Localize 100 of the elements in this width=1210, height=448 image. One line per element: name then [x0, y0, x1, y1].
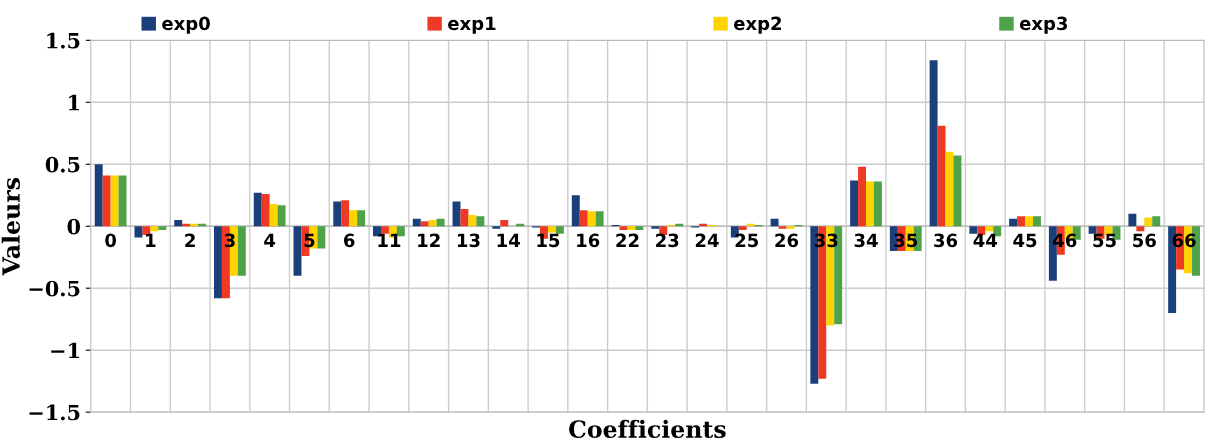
x-tick-label: 2	[185, 233, 195, 247]
x-tick-label: 26	[775, 233, 799, 248]
bar	[118, 175, 127, 227]
x-tick-label: 24	[695, 233, 719, 247]
x-tick-label: 0	[105, 233, 117, 248]
bar	[619, 226, 628, 230]
bar	[778, 226, 787, 229]
bar	[277, 205, 286, 227]
bar	[786, 226, 795, 229]
y-tick-label: −1	[51, 342, 79, 359]
bar	[587, 211, 596, 227]
x-tick-label: 23	[656, 233, 679, 248]
x-tick-label: 22	[616, 233, 639, 247]
x-tick-label: 12	[418, 233, 440, 247]
bar	[142, 226, 151, 235]
x-axis-title: Coefficients	[569, 419, 726, 439]
bar	[102, 175, 111, 227]
x-tick-label: 55	[1093, 233, 1116, 248]
bar	[158, 226, 167, 230]
bar	[333, 201, 342, 227]
bar	[349, 210, 358, 227]
bar	[547, 226, 556, 233]
bar	[635, 226, 644, 230]
bar	[866, 181, 874, 227]
bar	[174, 220, 183, 227]
x-tick-label: 11	[378, 233, 401, 247]
x-tick-label: 1	[146, 233, 156, 247]
x-tick-label: 15	[537, 233, 560, 248]
bar	[977, 226, 986, 235]
bar	[476, 216, 485, 227]
bar	[500, 220, 509, 227]
bar	[770, 218, 779, 227]
bar	[1152, 216, 1161, 227]
bar	[253, 192, 262, 227]
bar	[420, 221, 429, 227]
x-tick-label: 44	[973, 233, 998, 247]
bar	[1025, 216, 1033, 227]
bar	[492, 226, 501, 229]
x-tick-label: 56	[1133, 233, 1156, 248]
y-tick-label: 1.5	[47, 32, 80, 49]
bar	[412, 218, 421, 227]
x-tick-label: 36	[934, 233, 958, 248]
legend-label: exp0	[162, 16, 210, 34]
bar	[1088, 226, 1097, 234]
bar	[659, 226, 668, 235]
bar	[873, 181, 882, 227]
bar	[985, 226, 994, 232]
bar	[627, 226, 636, 230]
bar	[150, 226, 159, 232]
bar	[738, 226, 747, 230]
bar	[929, 60, 938, 227]
y-tick-label: 0	[67, 218, 81, 235]
bar	[134, 226, 143, 238]
bar	[380, 226, 389, 234]
bar	[1104, 226, 1113, 235]
x-tick-label: 5	[304, 233, 315, 248]
bar	[555, 226, 564, 234]
bar	[953, 155, 962, 227]
y-tick-label: 1	[69, 94, 79, 111]
bar	[1009, 218, 1018, 227]
bar	[269, 203, 278, 227]
legend-label: exp2	[733, 16, 782, 34]
x-tick-label: 4	[264, 233, 276, 247]
bar	[460, 208, 469, 227]
bar	[468, 215, 477, 227]
bar	[1128, 213, 1137, 227]
bar	[850, 180, 859, 227]
y-tick-label: 0.5	[45, 156, 80, 173]
legend-label: exp3	[1019, 16, 1068, 34]
x-tick-label: 25	[735, 233, 759, 248]
bar	[428, 220, 437, 227]
bar	[94, 164, 103, 227]
x-tick-label: 45	[1013, 233, 1037, 248]
bar	[237, 226, 246, 276]
bar	[357, 210, 366, 227]
x-tick-label: 13	[457, 233, 480, 248]
bar	[317, 226, 326, 249]
x-tick-label: 6	[344, 233, 355, 248]
bar	[110, 175, 119, 227]
bar	[579, 210, 588, 227]
y-tick-label: −1.5	[29, 404, 80, 421]
x-tick-label: 34	[854, 233, 878, 248]
bar	[595, 211, 604, 227]
x-tick-label: 3	[224, 233, 235, 248]
bar	[1032, 216, 1041, 227]
legend-label: exp1	[448, 16, 496, 34]
y-axis-title: Valeurs	[1, 178, 20, 276]
bar	[341, 200, 350, 227]
bar	[436, 218, 445, 227]
bar	[571, 195, 580, 227]
bar	[969, 226, 978, 234]
x-tick-label: 14	[497, 233, 520, 247]
bar	[858, 166, 867, 227]
bar	[214, 226, 222, 299]
bar	[937, 125, 946, 227]
x-tick-label: 16	[577, 233, 600, 248]
y-tick-label: −0.5	[29, 280, 80, 297]
x-tick-label: 46	[1053, 233, 1077, 248]
bar	[651, 226, 660, 229]
bar	[1017, 216, 1026, 227]
